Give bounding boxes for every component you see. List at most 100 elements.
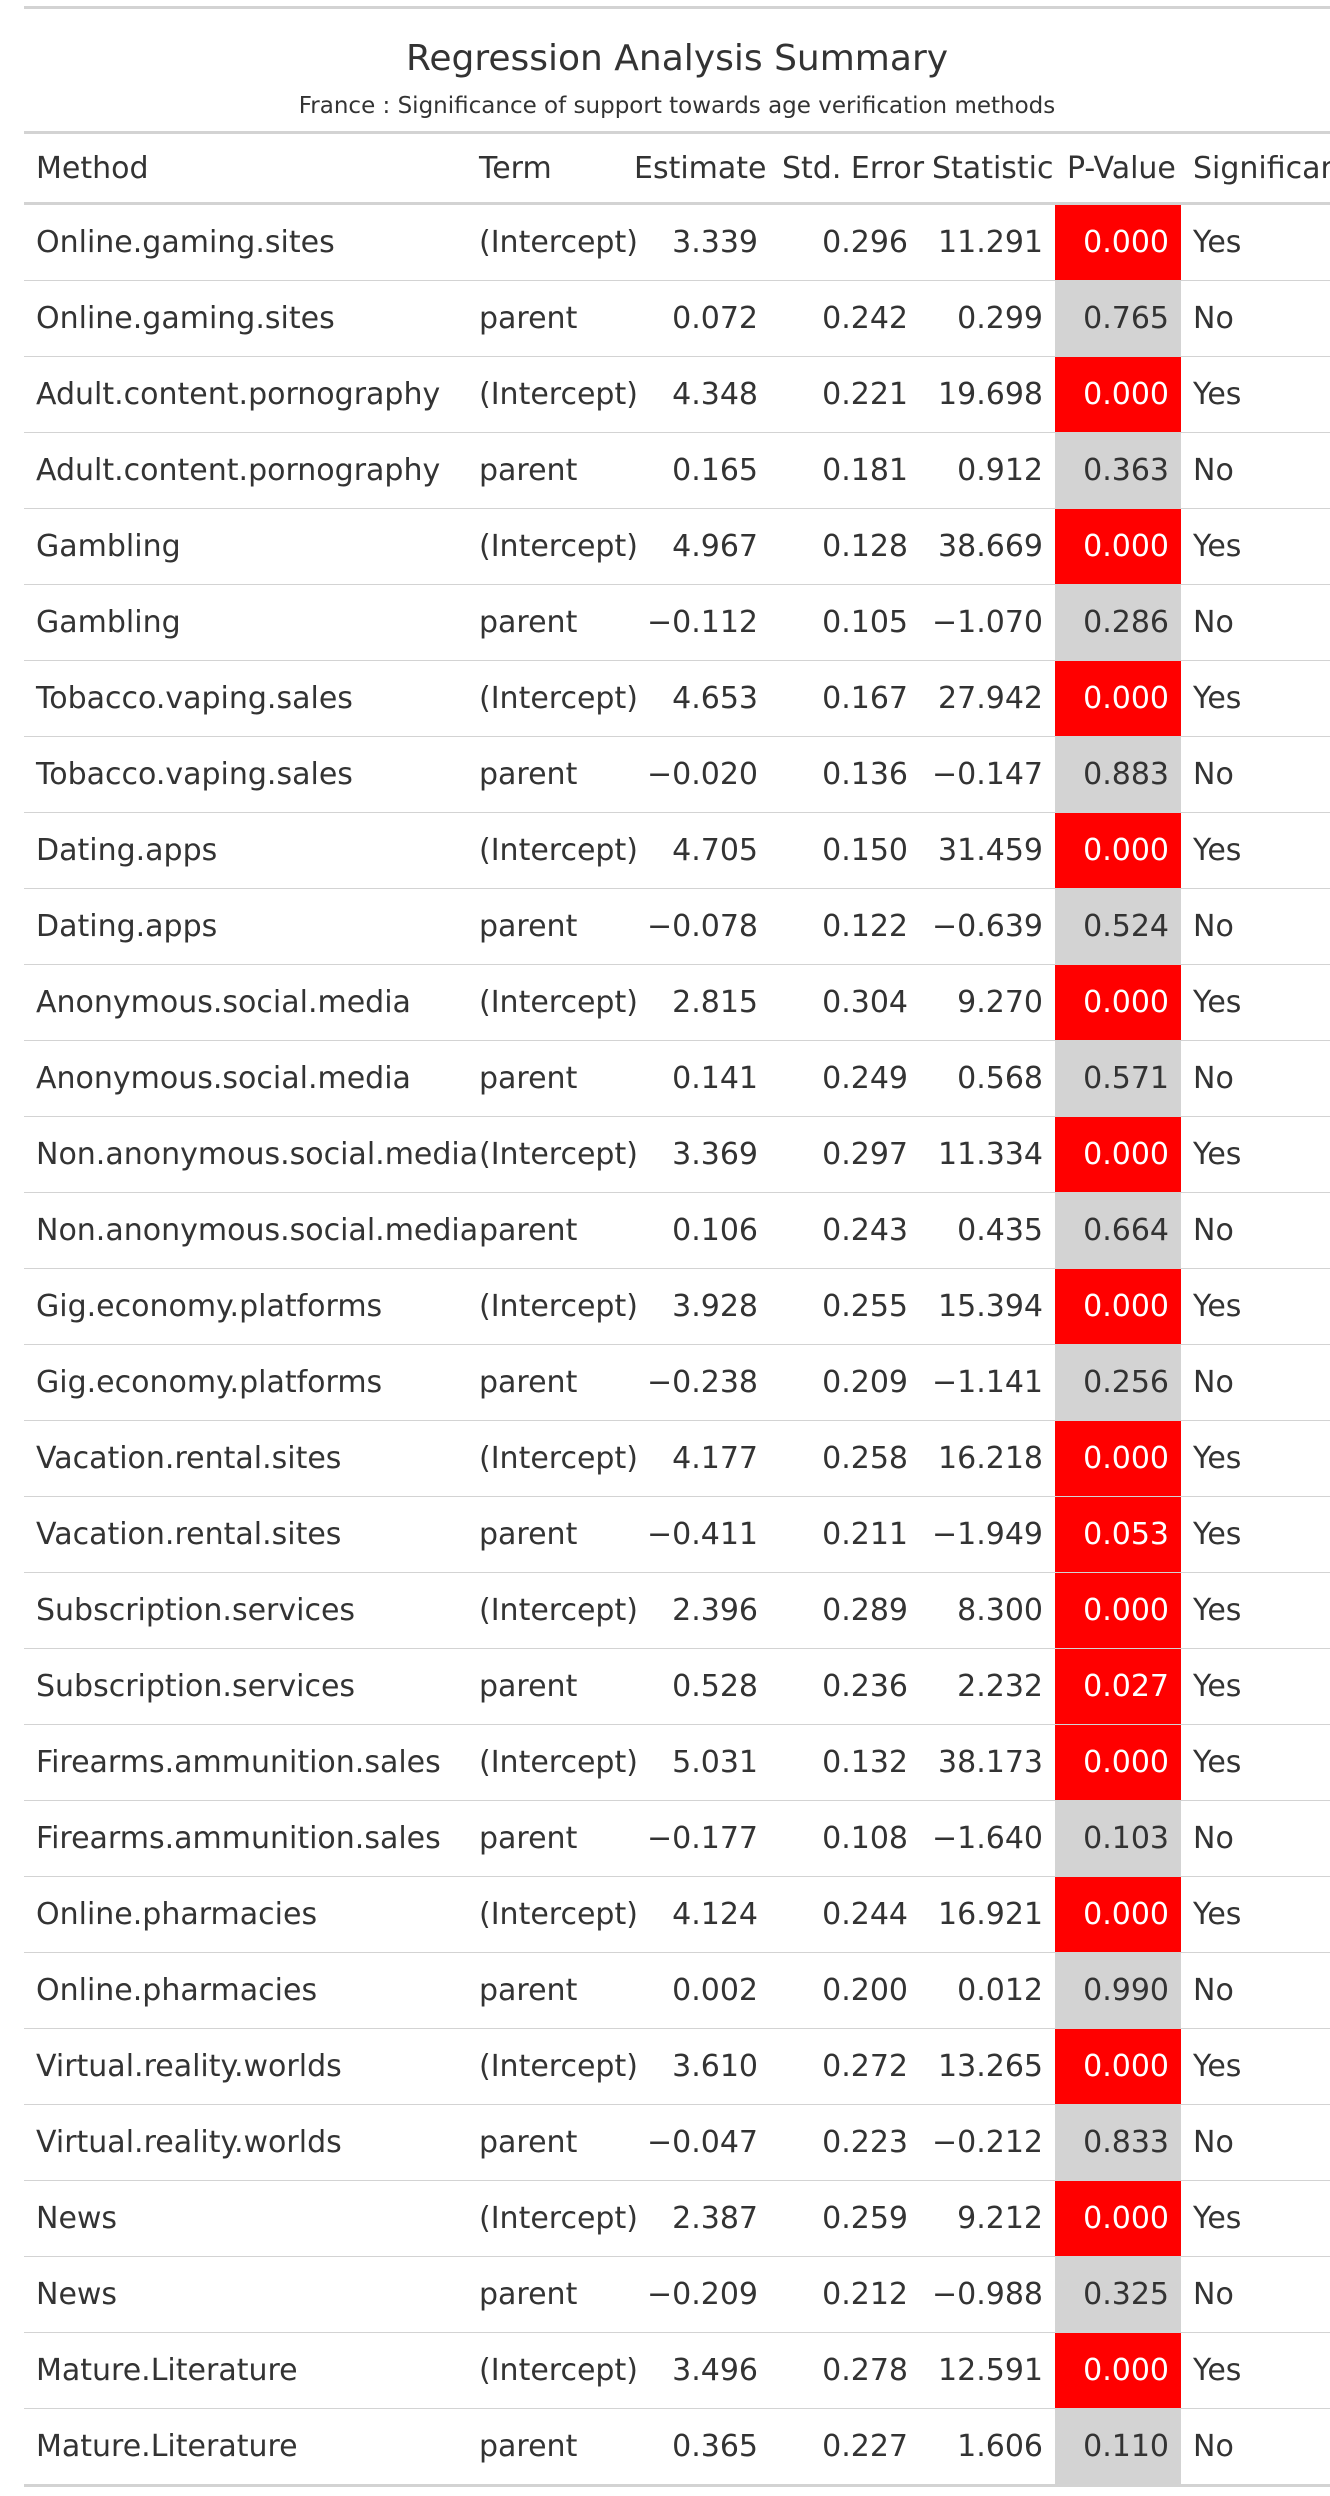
cell-statistic: −0.988 bbox=[920, 2256, 1055, 2333]
table-row: Non.anonymous.social.media parent 0.106 0.2… bbox=[24, 1192, 1330, 1269]
cell-p-value: 0.990 bbox=[1055, 1952, 1181, 2029]
cell-estimate: 0.002 bbox=[622, 1952, 770, 2029]
table-row: Virtual.reality.worlds (Intercept) 3.610 0.… bbox=[24, 2028, 1330, 2105]
table-row: News parent −0.209 0.212 −0.988 0.325 No bbox=[24, 2256, 1330, 2333]
cell-estimate: 3.369 bbox=[622, 1116, 770, 1193]
cell-statistic: 27.942 bbox=[920, 660, 1055, 737]
top-rule bbox=[24, 6, 1330, 9]
table-subtitle: France : Significance of support towards… bbox=[298, 93, 1056, 119]
cell-significant: No bbox=[1181, 1800, 1330, 1877]
table-row: Dating.apps parent −0.078 0.122 −0.639 0.524 N… bbox=[24, 888, 1330, 965]
cell-significant: Yes bbox=[1181, 356, 1330, 433]
cell-statistic: 0.435 bbox=[920, 1192, 1055, 1269]
cell-p-value: 0.256 bbox=[1055, 1344, 1181, 1421]
cell-p-value: 0.000 bbox=[1055, 1116, 1181, 1193]
cell-std-error: 0.272 bbox=[770, 2028, 920, 2105]
cell-p-value: 0.363 bbox=[1055, 432, 1181, 509]
cell-statistic: 12.591 bbox=[920, 2332, 1055, 2409]
cell-significant: Yes bbox=[1181, 964, 1330, 1041]
cell-statistic: 0.912 bbox=[920, 432, 1055, 509]
table-row: Subscription.services (Intercept) 2.396 0.2… bbox=[24, 1572, 1330, 1649]
cell-std-error: 0.209 bbox=[770, 1344, 920, 1421]
cell-estimate: 2.396 bbox=[622, 1572, 770, 1649]
cell-estimate: −0.047 bbox=[622, 2104, 770, 2181]
table-row: Adult.content.pornography parent 0.165 0.18… bbox=[24, 432, 1330, 509]
cell-p-value: 0.000 bbox=[1055, 356, 1181, 433]
table-row: Anonymous.social.media parent 0.141 0.249 0.… bbox=[24, 1040, 1330, 1117]
cell-std-error: 0.105 bbox=[770, 584, 920, 661]
cell-statistic: 19.698 bbox=[920, 356, 1055, 433]
cell-std-error: 0.236 bbox=[770, 1648, 920, 1725]
cell-statistic: 16.921 bbox=[920, 1876, 1055, 1953]
cell-significant: No bbox=[1181, 584, 1330, 661]
cell-std-error: 0.289 bbox=[770, 1572, 920, 1649]
cell-p-value: 0.000 bbox=[1055, 2332, 1181, 2409]
cell-method: Non.anonymous.social.media bbox=[24, 1116, 478, 1193]
column-header-significant: Significant bbox=[1181, 134, 1330, 205]
cell-std-error: 0.244 bbox=[770, 1876, 920, 1953]
cell-std-error: 0.132 bbox=[770, 1724, 920, 1801]
cell-estimate: 4.653 bbox=[622, 660, 770, 737]
cell-std-error: 0.258 bbox=[770, 1420, 920, 1497]
cell-p-value: 0.027 bbox=[1055, 1648, 1181, 1725]
cell-statistic: 0.012 bbox=[920, 1952, 1055, 2029]
cell-estimate: 0.072 bbox=[622, 280, 770, 357]
cell-method: News bbox=[24, 2256, 467, 2333]
cell-estimate: 3.339 bbox=[622, 203, 770, 281]
cell-term: (Intercept) bbox=[467, 812, 638, 889]
cell-p-value: 0.286 bbox=[1055, 584, 1181, 661]
cell-p-value: 0.765 bbox=[1055, 280, 1181, 357]
cell-estimate: 4.177 bbox=[622, 1420, 770, 1497]
cell-statistic: −0.639 bbox=[920, 888, 1055, 965]
table-row: Virtual.reality.worlds parent −0.047 0.223−… bbox=[24, 2104, 1330, 2181]
cell-p-value: 0.571 bbox=[1055, 1040, 1181, 1117]
cell-statistic: 11.291 bbox=[920, 203, 1055, 281]
table-body: Online.gaming.sites (Intercept) 3.339 0.296… bbox=[24, 203, 1330, 2487]
cell-std-error: 0.304 bbox=[770, 964, 920, 1041]
cell-significant: Yes bbox=[1181, 1420, 1330, 1497]
cell-p-value: 0.000 bbox=[1055, 1420, 1181, 1497]
table-row: News (Intercept) 2.387 0.259 9.212 0.000 Yes bbox=[24, 2180, 1330, 2257]
cell-p-value: 0.325 bbox=[1055, 2256, 1181, 2333]
cell-p-value: 0.833 bbox=[1055, 2104, 1181, 2181]
cell-significant: Yes bbox=[1181, 660, 1330, 737]
table-row: Firearms.ammunition.sales (Intercept) 5.03… bbox=[24, 1724, 1330, 1801]
cell-method: Firearms.ammunition.sales bbox=[24, 1800, 467, 1877]
cell-p-value: 0.103 bbox=[1055, 1800, 1181, 1877]
cell-method: Virtual.reality.worlds bbox=[24, 2028, 467, 2105]
cell-term: (Intercept) bbox=[467, 2028, 638, 2105]
cell-std-error: 0.181 bbox=[770, 432, 920, 509]
cell-statistic: 11.334 bbox=[920, 1116, 1055, 1193]
cell-p-value: 0.000 bbox=[1055, 1876, 1181, 1953]
cell-estimate: −0.411 bbox=[622, 1496, 770, 1573]
cell-term: parent bbox=[467, 1800, 622, 1877]
cell-method: Gig.economy.platforms bbox=[24, 1344, 467, 1421]
cell-term: (Intercept) bbox=[467, 964, 638, 1041]
cell-method: Vacation.rental.sites bbox=[24, 1420, 467, 1497]
table-title: Regression Analysis Summary bbox=[405, 38, 949, 79]
cell-significant: Yes bbox=[1181, 1572, 1330, 1649]
cell-significant: No bbox=[1181, 736, 1330, 813]
cell-estimate: 4.124 bbox=[622, 1876, 770, 1953]
cell-std-error: 0.259 bbox=[770, 2180, 920, 2257]
cell-statistic: 16.218 bbox=[920, 1420, 1055, 1497]
cell-significant: No bbox=[1181, 2408, 1330, 2487]
cell-statistic: 0.568 bbox=[920, 1040, 1055, 1117]
table-row: Tobacco.vaping.sales (Intercept) 4.653 0.16… bbox=[24, 660, 1330, 737]
cell-significant: Yes bbox=[1181, 203, 1330, 281]
cell-std-error: 0.136 bbox=[770, 736, 920, 813]
cell-p-value: 0.000 bbox=[1055, 1724, 1181, 1801]
cell-term: (Intercept) bbox=[467, 356, 638, 433]
cell-term: (Intercept) bbox=[467, 1116, 638, 1193]
cell-std-error: 0.243 bbox=[770, 1192, 920, 1269]
cell-significant: Yes bbox=[1181, 1268, 1330, 1345]
column-header-p-value: P-Value bbox=[1055, 134, 1181, 205]
cell-statistic: 31.459 bbox=[920, 812, 1055, 889]
table-row: Online.pharmacies (Intercept) 4.124 0.244 16… bbox=[24, 1876, 1330, 1953]
cell-std-error: 0.223 bbox=[770, 2104, 920, 2181]
cell-std-error: 0.242 bbox=[770, 280, 920, 357]
cell-statistic: −1.070 bbox=[920, 584, 1055, 661]
cell-significant: No bbox=[1181, 432, 1330, 509]
cell-method: Subscription.services bbox=[24, 1572, 467, 1649]
table-row: Anonymous.social.media (Intercept) 2.815 0.… bbox=[24, 964, 1330, 1041]
